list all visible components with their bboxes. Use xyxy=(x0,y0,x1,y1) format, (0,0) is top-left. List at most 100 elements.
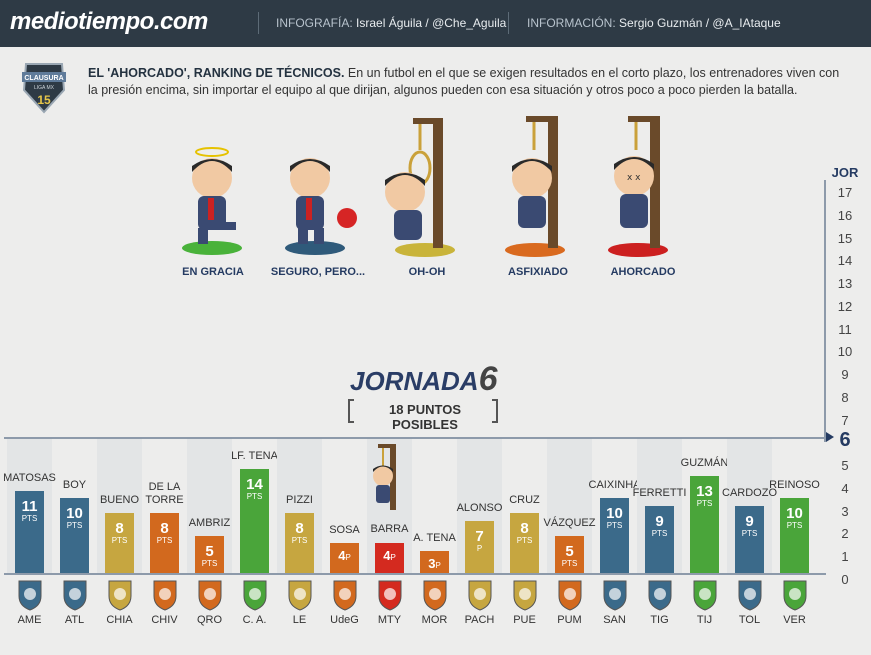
bar-unit: PTS xyxy=(111,536,128,545)
bar-qro[interactable]: 5 PTS xyxy=(195,536,224,573)
team-crest-icon[interactable] xyxy=(733,578,767,612)
bar-value: 3 xyxy=(428,556,436,571)
legend-label-oh-oh: OH-OH xyxy=(408,266,446,278)
team-crest-icon[interactable] xyxy=(13,578,47,612)
coach-seguro-icon xyxy=(285,158,357,255)
team-crest-icon[interactable] xyxy=(688,578,722,612)
scale-number: 7 xyxy=(841,412,849,428)
team-crest-icon[interactable] xyxy=(643,578,677,612)
team-crest-icon[interactable] xyxy=(598,578,632,612)
bar-mty[interactable]: 4P xyxy=(375,543,404,573)
team-code: QRO xyxy=(196,614,223,626)
scale-number: 13 xyxy=(837,276,853,292)
scale-number: 10 xyxy=(837,344,853,360)
svg-text:x x: x x xyxy=(627,173,641,183)
bar-unit: P xyxy=(390,553,396,562)
team-crest-icon[interactable] xyxy=(418,578,452,612)
bar-unit: PTS xyxy=(741,529,758,538)
coach-name: BOY xyxy=(62,479,87,491)
team-crest-icon[interactable] xyxy=(373,578,407,612)
bar-tig[interactable]: 9 PTS xyxy=(645,506,674,573)
coach-en-gracia-icon xyxy=(182,147,242,255)
team-code: C. A. xyxy=(242,614,267,626)
team-code: VER xyxy=(783,614,806,626)
team-crest-icon[interactable] xyxy=(148,578,182,612)
legend-label-seguro: SEGURO, PERO... xyxy=(270,266,366,278)
bar-le[interactable]: 8 PTS xyxy=(285,513,314,573)
bottom-band xyxy=(0,633,871,655)
scale-number: 5 xyxy=(841,458,849,474)
team-crest-icon[interactable] xyxy=(238,578,272,612)
coach-name: AMBRIZ xyxy=(188,517,231,529)
chart-baseline xyxy=(4,573,826,575)
team-crest-icon[interactable] xyxy=(58,578,92,612)
scale-number: 4 xyxy=(841,480,849,496)
bar-udeg[interactable]: 4P xyxy=(330,543,359,573)
bar-chia[interactable]: 8 PTS xyxy=(105,513,134,573)
team-crest-icon[interactable] xyxy=(103,578,137,612)
team-code: ATL xyxy=(64,614,85,626)
jornada-heading: JORNADA6 xyxy=(350,360,498,399)
team-code: PUM xyxy=(557,614,582,626)
coach-name: SOSA xyxy=(329,524,360,536)
bar-unit: PTS xyxy=(21,514,38,523)
team-code: TIG xyxy=(650,614,669,626)
bar-pum[interactable]: 5 PTS xyxy=(555,536,584,573)
bar-ame[interactable]: 11 PTS xyxy=(15,491,44,573)
bar-value: 9 xyxy=(745,513,754,530)
bar-tij[interactable]: 13 PTS xyxy=(690,476,719,573)
top-bar: mediotiempo.com INFOGRAFÍA: Israel Águil… xyxy=(0,0,871,47)
divider xyxy=(508,12,509,34)
bar-ca[interactable]: 14 PTS xyxy=(240,469,269,573)
legend-label-asfixiado: ASFIXIADO xyxy=(508,266,568,278)
informacion-credit: INFORMACIÓN: Sergio Guzmán / @A_IAtaque xyxy=(527,16,781,30)
team-crest-icon[interactable] xyxy=(328,578,362,612)
bar-chiv[interactable]: 8 PTS xyxy=(150,513,179,573)
bar-value: 8 xyxy=(295,520,304,537)
site-logo[interactable]: mediotiempo.com xyxy=(10,8,208,35)
bar-tol[interactable]: 9 PTS xyxy=(735,506,764,573)
bar-unit: PTS xyxy=(291,536,308,545)
bar-atl[interactable]: 10 PTS xyxy=(60,498,89,573)
bar-unit: PTS xyxy=(246,492,263,501)
bar-value: 4 xyxy=(338,548,346,563)
chart-top-line xyxy=(4,437,826,439)
infografia-name: Israel Águila / xyxy=(356,16,429,30)
team-crest-icon[interactable] xyxy=(283,578,317,612)
infografia-handle[interactable]: @Che_Aguila xyxy=(432,16,507,30)
scale-number: 9 xyxy=(841,367,849,383)
hanging-coach-icon xyxy=(373,444,396,510)
bar-unit: PTS xyxy=(516,536,533,545)
scale-axis xyxy=(824,180,826,442)
bar-value: 10 xyxy=(786,505,803,522)
coach-name: A. TENA xyxy=(413,532,456,544)
coach-name: VÁZQUEZ xyxy=(543,517,596,529)
bar-unit: P xyxy=(476,544,483,553)
team-crest-icon[interactable] xyxy=(463,578,497,612)
bar-mor[interactable]: 3P xyxy=(420,551,449,573)
puntos-posibles: 18 PUNTOS POSIBLES xyxy=(388,402,461,432)
divider xyxy=(258,12,259,34)
informacion-handle[interactable]: @A_IAtaque xyxy=(712,16,781,30)
team-crest-icon[interactable] xyxy=(193,578,227,612)
bar-san[interactable]: 10 PTS xyxy=(600,498,629,573)
legend-label-en-gracia: EN GRACIA xyxy=(182,266,244,278)
scale-number: 15 xyxy=(837,230,853,246)
scale-number: 12 xyxy=(837,298,853,314)
bar-value: 8 xyxy=(160,520,169,537)
team-crest-icon[interactable] xyxy=(778,578,812,612)
team-crest-icon[interactable] xyxy=(508,578,542,612)
team-code: PACH xyxy=(464,614,495,626)
bar-value: 10 xyxy=(606,505,623,522)
bar-ver[interactable]: 10 PTS xyxy=(780,498,809,573)
bar-pue[interactable]: 8 PTS xyxy=(510,513,539,573)
scale-number: 17 xyxy=(837,185,853,200)
bar-value: 7 xyxy=(475,528,484,545)
team-crest-icon[interactable] xyxy=(553,578,587,612)
scale-number: 0 xyxy=(841,572,849,587)
bar-value: 10 xyxy=(66,505,83,522)
jornada-label: JORNADA xyxy=(350,366,479,396)
scale-title: JOR xyxy=(831,165,859,180)
bar-value: 9 xyxy=(655,513,664,530)
